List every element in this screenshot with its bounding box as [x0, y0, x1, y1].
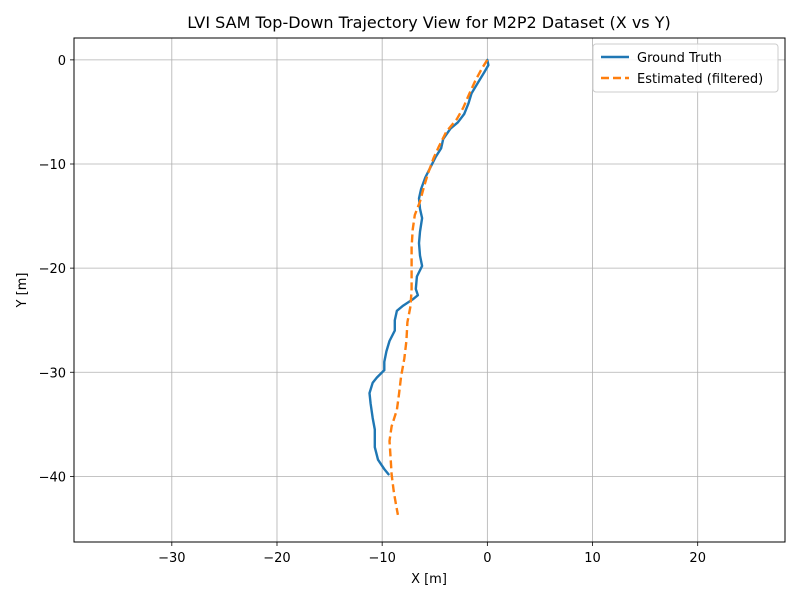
grid [74, 38, 785, 542]
chart-title: LVI SAM Top-Down Trajectory View for M2P… [187, 13, 670, 32]
x-tick-label: 20 [689, 551, 706, 566]
x-axis-label: X [m] [411, 572, 447, 587]
legend-label: Ground Truth [637, 51, 722, 66]
legend: Ground Truth Estimated (filtered) [592, 43, 779, 93]
y-tick-label: −20 [39, 262, 66, 277]
y-axis-label: Y [m] [15, 273, 30, 309]
y-tick-label: −10 [39, 158, 66, 173]
x-tick-label: −30 [158, 551, 185, 566]
legend-box [592, 43, 779, 93]
x-tick-label: −20 [263, 551, 290, 566]
plot-frame [73, 37, 786, 543]
y-tick-label: 0 [58, 54, 66, 69]
x-tick-label: 0 [483, 551, 491, 566]
y-tick-label: −30 [39, 366, 66, 381]
axis-ticks: −30 −20 −10 0 10 20 0 −10 −20 −30 −40 [39, 54, 706, 566]
y-tick-label: −40 [39, 470, 66, 485]
series-line-ground-truth [368, 58, 490, 476]
series-lines [368, 58, 490, 516]
legend-label: Estimated (filtered) [637, 72, 763, 87]
x-tick-label: 10 [584, 551, 601, 566]
x-tick-label: −10 [368, 551, 395, 566]
series-line-estimated [388, 59, 489, 516]
